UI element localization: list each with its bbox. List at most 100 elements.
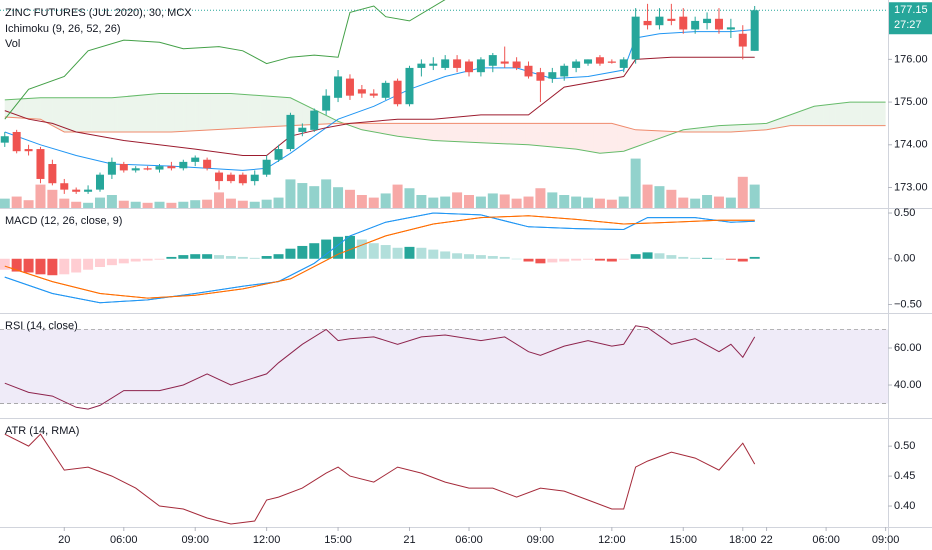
candle-body (203, 159, 212, 169)
volume-bar (463, 195, 474, 208)
x-tick-label: 09:00 (181, 534, 209, 546)
candle-body (72, 189, 81, 192)
volume-bar (178, 201, 189, 208)
macd-histogram-bar (630, 254, 641, 259)
macd-histogram-bar (344, 235, 355, 259)
ichimoku-cloud (591, 123, 594, 153)
ichimoku-cloud (629, 128, 633, 150)
volume-bar (130, 201, 141, 208)
ichimoku-cloud (772, 120, 776, 129)
ichimoku-cloud (427, 123, 431, 141)
macd-histogram-bar (392, 247, 403, 259)
macd-histogram-bar (511, 258, 522, 260)
ichimoku-cloud (751, 123, 755, 131)
ichimoku-cloud (40, 97, 44, 121)
ichimoku-cloud (570, 123, 574, 149)
pane-title: RSI (14, close) (5, 320, 78, 332)
x-tick-label: 20 (58, 534, 70, 546)
macd-histogram-bar (690, 257, 701, 259)
candle-body (131, 168, 140, 171)
candle-body (298, 127, 307, 132)
ichimoku-cloud (599, 123, 603, 154)
ichimoku-cloud (168, 93, 172, 132)
ichimoku-cloud (573, 123, 577, 150)
macd-histogram-bar (154, 258, 165, 260)
ichimoku-cloud (376, 123, 380, 134)
ichimoku-cloud (439, 123, 443, 141)
volume-bar (702, 195, 713, 208)
y-tick-label: 176.00 (894, 53, 928, 65)
ichimoku-cloud (99, 97, 103, 132)
volume-bar (11, 196, 22, 208)
ichimoku-cloud (555, 123, 559, 148)
ichimoku-cloud (620, 125, 624, 152)
ichimoku-cloud (195, 93, 199, 131)
ichimoku-cloud (721, 125, 725, 132)
ichimoku-cloud (608, 123, 612, 153)
macd-histogram-bar (606, 258, 617, 262)
macd-histogram-bar (452, 253, 463, 259)
ichimoku-cloud (468, 123, 472, 143)
candle-body (441, 59, 450, 68)
volume-bar (606, 199, 617, 208)
macd-histogram-bar (321, 239, 332, 259)
ichimoku-cloud (135, 95, 139, 132)
volume-bar (344, 189, 355, 208)
ichimoku-cloud (710, 126, 714, 132)
candle-body (524, 65, 533, 77)
ichimoku-cloud (656, 130, 660, 140)
volume-bar (321, 179, 332, 208)
macd-histogram-bar (583, 258, 594, 260)
candle-body (667, 18, 676, 21)
ichimoku-cloud (156, 93, 160, 132)
ichimoku-cloud (477, 123, 481, 143)
ichimoku-cloud (102, 97, 106, 132)
ichimoku-cloud (483, 123, 487, 143)
ichimoku-cloud (424, 123, 428, 140)
ichimoku-cloud (138, 95, 142, 132)
ichimoku-cloud (623, 126, 627, 152)
candle-body (417, 63, 426, 68)
macd-histogram-bar (380, 245, 391, 259)
volume-bar (297, 183, 308, 208)
macd-histogram-bar (118, 258, 129, 264)
macd-histogram-bar (190, 254, 201, 259)
volume-bar (273, 197, 284, 208)
ichimoku-cloud (210, 93, 214, 130)
volume-bar (690, 198, 701, 208)
ichimoku-cloud (745, 124, 749, 132)
volume-bar (392, 184, 403, 208)
macd-histogram-bar (214, 255, 225, 259)
rsi-band (0, 329, 888, 404)
ichimoku-cloud (546, 123, 550, 147)
candle-body (393, 80, 402, 105)
ichimoku-cloud (281, 97, 285, 127)
y-tick-label: 0.50 (894, 207, 915, 219)
ichimoku-cloud (394, 123, 398, 137)
macd-histogram-bar (725, 258, 736, 260)
macd-histogram-bar (297, 245, 308, 259)
ichimoku-cloud (466, 123, 469, 143)
candle-body (250, 174, 259, 182)
ichimoku-cloud (486, 123, 490, 144)
indicator-line (4, 0, 446, 120)
ichimoku-cloud (227, 93, 231, 129)
candle-body (48, 164, 57, 184)
ichimoku-cloud (364, 123, 368, 131)
candle-body (738, 33, 747, 47)
candle-body (369, 93, 378, 96)
volume-bar (47, 189, 58, 208)
ichimoku-cloud (373, 123, 377, 133)
ichimoku-cloud (454, 123, 458, 142)
candle-body (572, 61, 581, 68)
candle-body (143, 168, 152, 170)
candle-body (179, 161, 188, 169)
ichimoku-cloud (528, 123, 532, 146)
ichimoku-cloud (742, 124, 746, 132)
ichimoku-cloud (367, 123, 371, 132)
volume-bar (59, 198, 70, 208)
ichimoku-cloud (55, 97, 59, 129)
x-tick-label: 12:00 (253, 534, 281, 546)
indicator-line (4, 212, 755, 304)
ichimoku-cloud (814, 105, 818, 126)
